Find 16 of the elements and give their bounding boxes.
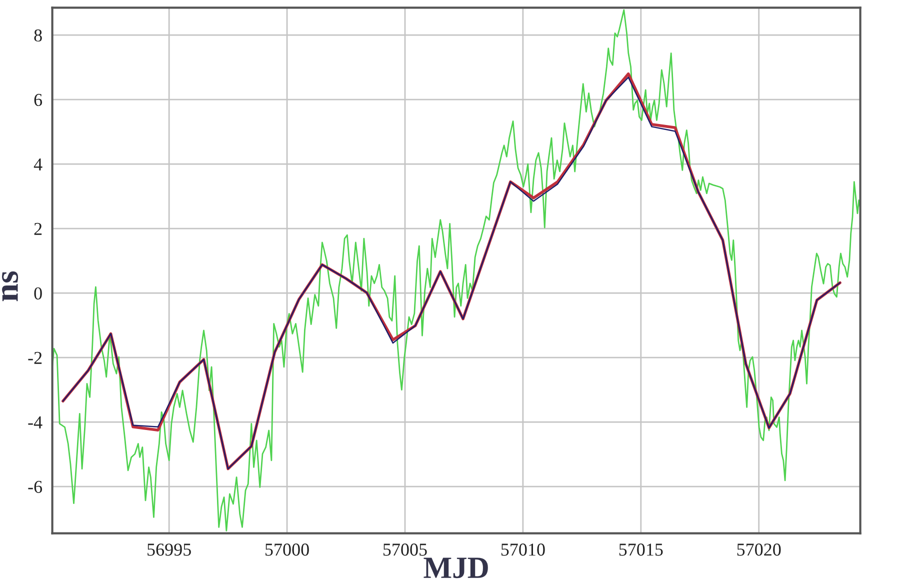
y-tick-label: 8 — [34, 29, 42, 42]
x-tick-label: 57020 — [737, 544, 781, 556]
x-tick-label: 56995 — [148, 544, 191, 556]
y-tick-label: -2 — [28, 352, 42, 364]
y-tick-label: 0 — [34, 287, 42, 300]
x-tick-label: 57015 — [619, 544, 663, 556]
y-axis-title: ns — [2, 271, 18, 302]
x-axis-title: MJD — [424, 558, 488, 578]
y-tick-label: -4 — [28, 416, 42, 428]
x-tick-label: 57000 — [266, 544, 309, 556]
y-tick-label: -6 — [28, 480, 42, 493]
x-tick-label: 57005 — [383, 544, 427, 556]
x-tick-label: 57010 — [501, 544, 545, 556]
y-tick-label: 6 — [34, 94, 42, 106]
y-tick-label: 4 — [34, 158, 42, 170]
y-tick-label: 2 — [34, 222, 42, 235]
